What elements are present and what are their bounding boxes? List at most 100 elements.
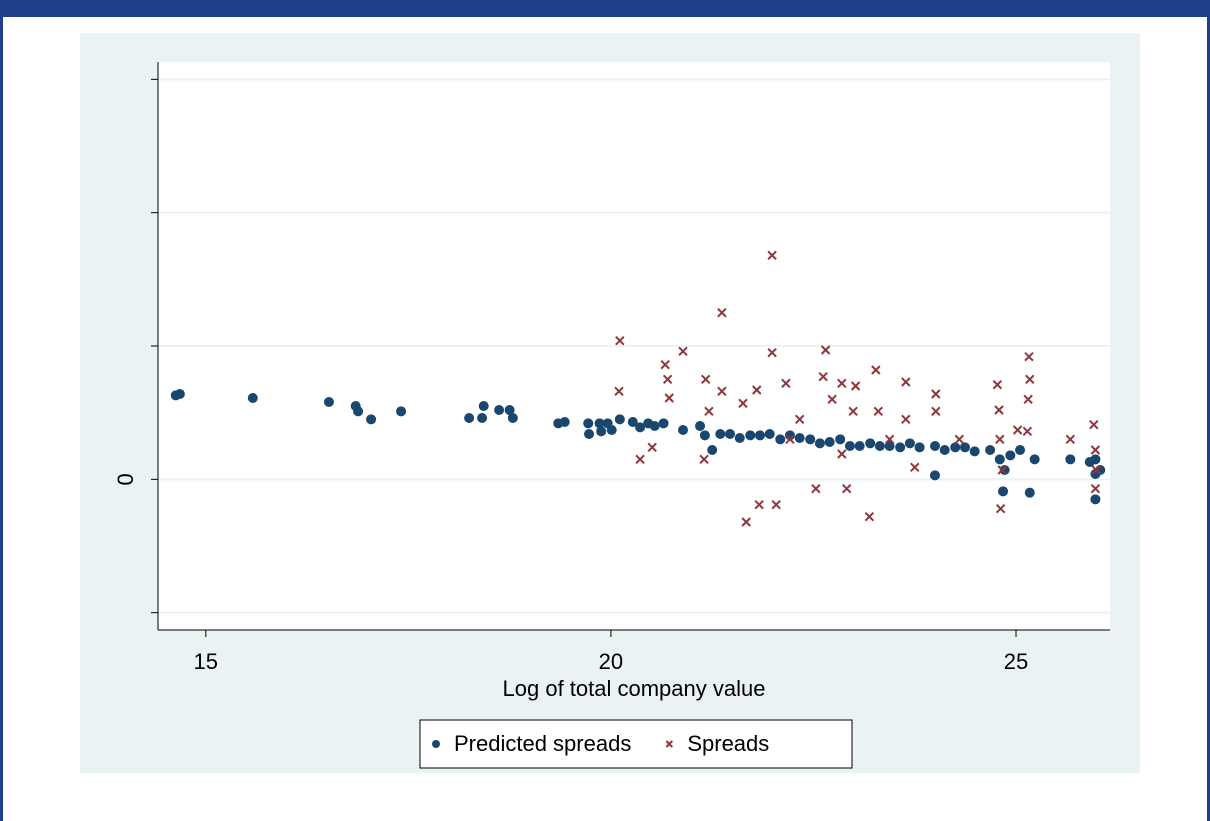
x-marker (662, 374, 673, 385)
point (583, 418, 594, 429)
x-tick-label: 15 (194, 649, 218, 674)
x-marker (901, 414, 911, 425)
point (805, 434, 816, 445)
x-marker (771, 499, 781, 510)
point (559, 417, 570, 427)
point (432, 740, 440, 748)
point (507, 413, 518, 423)
y-tick-label: 0 (113, 473, 138, 485)
point (998, 486, 1009, 497)
x-marker (1089, 419, 1099, 430)
point (396, 406, 407, 417)
x-marker (841, 483, 852, 494)
x-marker (818, 371, 828, 382)
point (959, 442, 970, 453)
x-marker (767, 250, 777, 261)
x-marker (997, 465, 1007, 475)
x-marker (837, 449, 847, 459)
x-marker (837, 378, 847, 389)
point (464, 413, 475, 423)
point (999, 465, 1010, 475)
x-marker (901, 377, 911, 387)
x-marker (664, 393, 674, 403)
x-marker (678, 346, 688, 357)
point (1005, 450, 1016, 461)
x-marker (767, 347, 777, 358)
legend-label: Predicted spreads (454, 731, 631, 756)
point (775, 434, 786, 445)
point (695, 421, 706, 431)
point (914, 442, 925, 453)
point (635, 422, 646, 433)
point (707, 445, 718, 455)
x-marker (660, 359, 670, 370)
x-marker (1091, 465, 1101, 475)
x-marker (1090, 483, 1101, 494)
point (1065, 454, 1076, 465)
point (794, 433, 805, 443)
legend-label: Spreads (687, 731, 769, 756)
point (627, 417, 638, 427)
point (606, 425, 617, 435)
legend-items: Predicted spreads Spreads (432, 731, 769, 756)
point (950, 442, 961, 453)
point (824, 437, 835, 447)
x-marker (754, 499, 764, 510)
x-marker (1023, 394, 1033, 405)
x-marker (871, 365, 881, 375)
x-marker (848, 406, 858, 417)
point (1090, 454, 1101, 465)
point (596, 426, 607, 437)
x-marker (931, 389, 941, 399)
x-marker (820, 345, 831, 355)
point (994, 454, 1005, 465)
point (494, 405, 505, 415)
point (1024, 487, 1035, 498)
x-marker (794, 414, 805, 425)
point (865, 438, 876, 449)
x-marker (704, 406, 714, 417)
point (1029, 454, 1040, 465)
x-marker (1022, 426, 1033, 437)
point (844, 441, 855, 451)
point (715, 429, 726, 439)
x-marker (995, 434, 1005, 445)
x-tick-label: 20 (599, 649, 623, 674)
x-marker (647, 442, 657, 453)
x-marker (1065, 434, 1076, 445)
point (939, 445, 950, 455)
point (1090, 494, 1101, 505)
point (174, 389, 185, 399)
x-marker (850, 381, 861, 391)
point (678, 425, 689, 435)
x-marker (811, 483, 821, 494)
top-bar (0, 0, 1210, 17)
x-marker (910, 462, 920, 473)
point (985, 445, 996, 455)
x-marker (954, 434, 965, 445)
x-marker (931, 406, 941, 417)
point (895, 442, 906, 453)
x-marker (864, 511, 875, 522)
x-marker (873, 406, 883, 417)
x-marker (741, 517, 751, 527)
point (614, 414, 625, 425)
point (854, 441, 865, 451)
x-marker (827, 394, 837, 405)
x-marker (994, 405, 1004, 415)
point (929, 470, 940, 481)
point (699, 430, 710, 441)
point (764, 429, 775, 439)
grid: 0 15 20 25 (113, 78, 1110, 674)
x-marker (884, 434, 895, 445)
right-border (1207, 17, 1210, 821)
x-marker (1025, 374, 1035, 385)
x-marker (992, 379, 1003, 390)
x-tick-label: 25 (1004, 649, 1028, 674)
point (584, 429, 595, 439)
x-marker (717, 386, 727, 397)
point (323, 397, 334, 407)
x-marker (738, 398, 748, 409)
